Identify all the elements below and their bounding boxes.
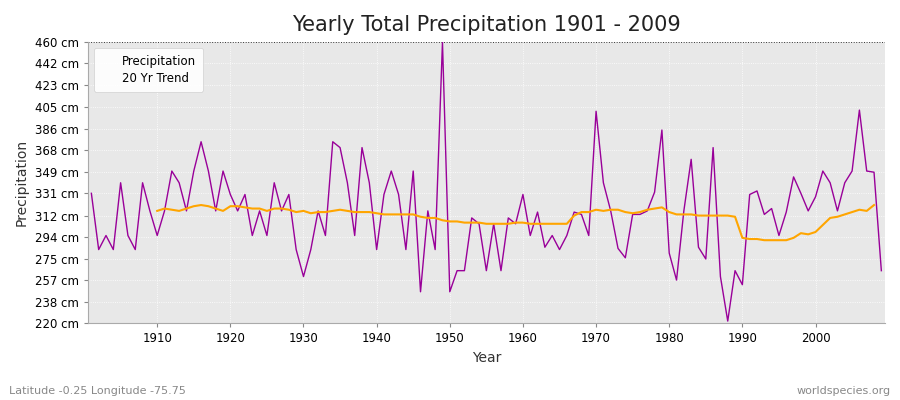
Line: 20 Yr Trend: 20 Yr Trend [158, 205, 874, 240]
Precipitation [437, 40, 448, 44]
20 Yr Trend [518, 220, 528, 225]
Precipitation [349, 233, 360, 238]
20 Yr Trend [195, 203, 206, 208]
Y-axis label: Precipitation: Precipitation [15, 139, 29, 226]
20 Yr Trend [152, 208, 163, 213]
20 Yr Trend [379, 212, 390, 217]
Precipitation [145, 208, 156, 213]
Text: Latitude -0.25 Longitude -75.75: Latitude -0.25 Longitude -75.75 [9, 386, 186, 396]
Precipitation [613, 246, 624, 251]
Precipitation [723, 319, 734, 324]
X-axis label: Year: Year [472, 351, 501, 365]
Precipitation [876, 268, 886, 273]
Precipitation [305, 247, 316, 252]
20 Yr Trend [328, 208, 338, 213]
Title: Yearly Total Precipitation 1901 - 2009: Yearly Total Precipitation 1901 - 2009 [292, 15, 680, 35]
Line: Precipitation: Precipitation [92, 42, 881, 321]
20 Yr Trend [723, 213, 734, 218]
Precipitation [518, 192, 528, 197]
Legend: Precipitation, 20 Yr Trend: Precipitation, 20 Yr Trend [94, 48, 203, 92]
Text: worldspecies.org: worldspecies.org [796, 386, 891, 396]
20 Yr Trend [349, 210, 360, 214]
Precipitation [525, 233, 535, 238]
20 Yr Trend [759, 238, 769, 242]
Precipitation [86, 191, 97, 196]
20 Yr Trend [539, 221, 550, 226]
20 Yr Trend [868, 203, 879, 208]
